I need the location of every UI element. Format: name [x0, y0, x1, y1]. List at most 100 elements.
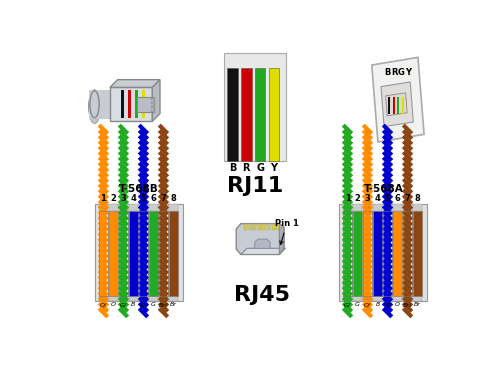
- Text: G: G: [398, 68, 404, 77]
- Polygon shape: [241, 248, 286, 255]
- Bar: [159, 296, 168, 301]
- Bar: [149, 296, 158, 301]
- Text: 7: 7: [404, 194, 410, 203]
- Ellipse shape: [89, 90, 101, 119]
- Text: G/: G/: [344, 302, 351, 307]
- Text: G: G: [256, 163, 264, 173]
- Text: 3: 3: [364, 194, 370, 203]
- Text: Br: Br: [170, 302, 177, 307]
- Bar: [151, 98, 156, 100]
- Polygon shape: [152, 80, 160, 121]
- Text: G: G: [151, 302, 156, 307]
- Text: Br/: Br/: [403, 302, 412, 307]
- Bar: [109, 204, 118, 211]
- Bar: [404, 211, 412, 296]
- Ellipse shape: [89, 94, 101, 123]
- Bar: [340, 204, 427, 301]
- Text: Pin 1: Pin 1: [275, 218, 299, 244]
- Polygon shape: [386, 93, 407, 116]
- Bar: [268, 68, 280, 161]
- Bar: [128, 90, 130, 118]
- Bar: [254, 68, 266, 161]
- Bar: [364, 296, 372, 301]
- Polygon shape: [372, 57, 424, 142]
- Bar: [388, 97, 390, 114]
- Bar: [151, 102, 156, 104]
- Bar: [134, 90, 138, 118]
- Text: R: R: [391, 68, 398, 77]
- Bar: [374, 204, 382, 211]
- Bar: [99, 211, 108, 296]
- Text: T-568A: T-568A: [364, 184, 403, 194]
- Bar: [414, 211, 422, 296]
- Bar: [384, 211, 392, 296]
- Text: 4: 4: [130, 194, 136, 203]
- Bar: [99, 296, 108, 301]
- Text: R: R: [242, 163, 250, 173]
- Bar: [159, 204, 168, 211]
- Text: RJ45: RJ45: [234, 285, 290, 305]
- Bar: [159, 211, 168, 296]
- Bar: [392, 97, 395, 114]
- Bar: [169, 211, 177, 296]
- Bar: [129, 211, 138, 296]
- Bar: [344, 296, 351, 301]
- Bar: [169, 296, 177, 301]
- Text: 6: 6: [150, 194, 156, 203]
- Bar: [394, 211, 402, 296]
- Bar: [151, 106, 156, 108]
- Text: O: O: [395, 302, 400, 307]
- Polygon shape: [236, 223, 284, 255]
- Bar: [159, 211, 168, 296]
- Bar: [364, 204, 372, 211]
- Bar: [142, 90, 144, 118]
- Bar: [404, 296, 412, 301]
- Bar: [364, 211, 372, 296]
- Bar: [109, 296, 118, 301]
- Text: B/: B/: [140, 302, 146, 307]
- Text: G/: G/: [120, 302, 127, 307]
- Bar: [224, 53, 286, 161]
- Bar: [129, 204, 138, 211]
- Text: 7: 7: [160, 194, 166, 203]
- Bar: [344, 211, 351, 296]
- Bar: [253, 223, 256, 230]
- Bar: [344, 204, 351, 211]
- Bar: [129, 296, 138, 301]
- Bar: [384, 296, 392, 301]
- Bar: [227, 68, 238, 161]
- Bar: [364, 211, 372, 296]
- Text: B: B: [376, 302, 380, 307]
- Text: T-568B: T-568B: [120, 184, 159, 194]
- Text: 8: 8: [170, 194, 176, 203]
- Bar: [276, 223, 280, 230]
- Bar: [151, 110, 156, 112]
- Bar: [397, 97, 400, 114]
- Ellipse shape: [89, 92, 101, 121]
- Bar: [241, 68, 252, 161]
- Bar: [110, 87, 152, 121]
- Bar: [109, 211, 118, 296]
- Bar: [119, 204, 128, 211]
- Bar: [272, 223, 274, 230]
- Text: 4: 4: [374, 194, 380, 203]
- Bar: [119, 296, 128, 301]
- Text: 1: 1: [100, 194, 106, 203]
- Text: Y: Y: [405, 68, 411, 77]
- Text: O/: O/: [364, 302, 371, 307]
- Bar: [394, 204, 402, 211]
- Bar: [137, 97, 154, 112]
- Text: B: B: [132, 302, 136, 307]
- Bar: [394, 296, 402, 301]
- Text: B/: B/: [384, 302, 390, 307]
- Bar: [244, 223, 247, 230]
- Bar: [384, 204, 392, 211]
- Bar: [384, 211, 392, 296]
- Bar: [149, 204, 158, 211]
- Bar: [262, 223, 266, 230]
- Bar: [414, 204, 422, 211]
- Bar: [89, 90, 112, 119]
- Bar: [139, 204, 147, 211]
- Text: 5: 5: [384, 194, 390, 203]
- Text: O/: O/: [100, 302, 107, 307]
